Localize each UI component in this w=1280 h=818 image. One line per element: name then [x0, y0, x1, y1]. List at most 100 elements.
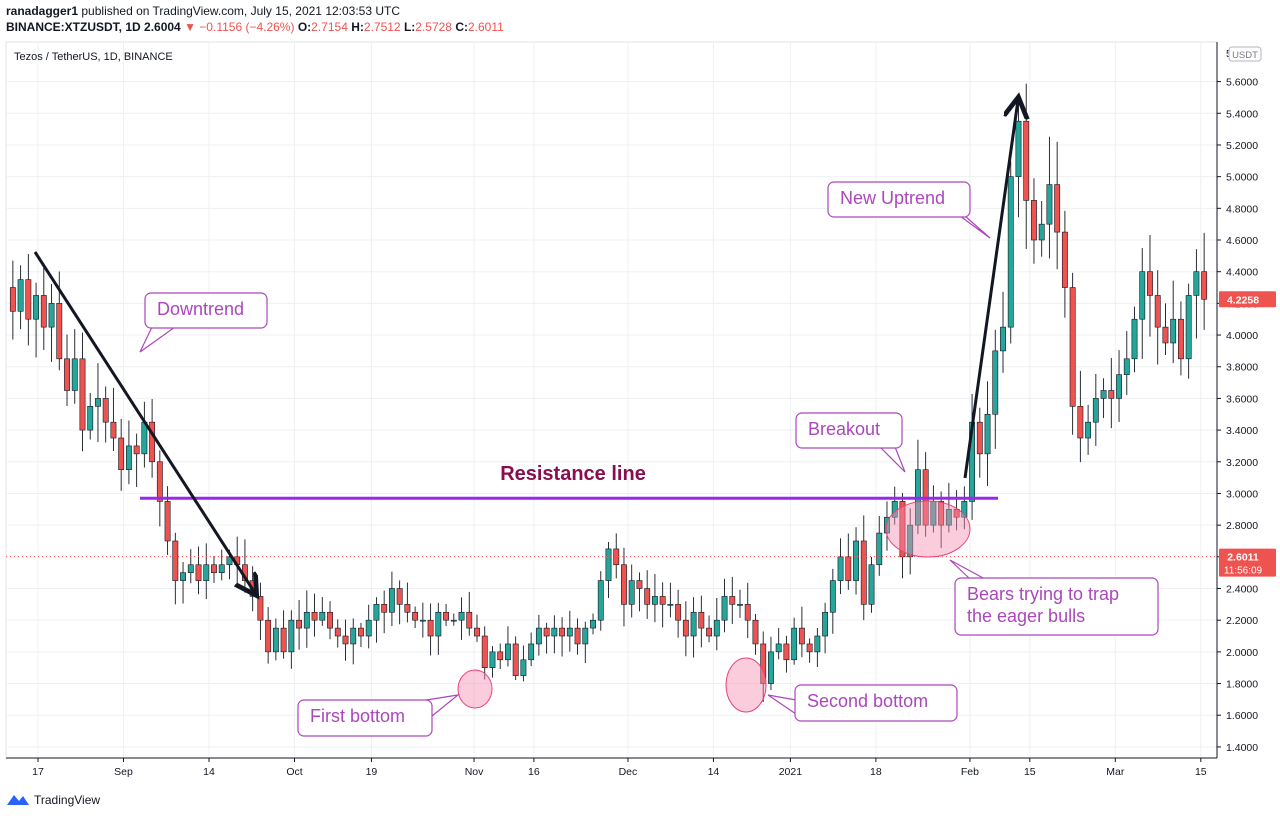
candle-up	[203, 543, 210, 600]
candle-up	[737, 589, 743, 618]
bears-callout-text: the eager bulls	[967, 606, 1085, 626]
x-tick-label: Mar	[1106, 766, 1125, 778]
candle-body	[1131, 318, 1138, 360]
price-label-box	[1219, 291, 1276, 308]
candle-body	[729, 596, 736, 605]
y-tick-label: 1.6000	[1226, 710, 1258, 722]
candle-body	[590, 619, 596, 629]
candle-down	[195, 546, 202, 595]
candle-body	[172, 540, 179, 581]
candle-body	[791, 627, 798, 661]
price-countdown: 11:56:09	[1224, 566, 1263, 577]
candle-up	[1139, 248, 1146, 359]
candle-body	[149, 421, 156, 463]
candle-up	[48, 283, 55, 362]
candle-body	[272, 627, 279, 653]
y-tick-label: 5.0000	[1226, 172, 1258, 184]
candle-body	[435, 611, 442, 637]
candle-body	[350, 627, 357, 645]
candle-body	[497, 651, 504, 661]
breakout-zone-highlight	[885, 500, 971, 558]
candle-up	[876, 515, 883, 576]
candle-body	[466, 611, 473, 629]
candle-body	[798, 627, 805, 645]
candle-body	[1123, 358, 1130, 375]
candle-body	[48, 303, 55, 328]
candle-body	[443, 611, 449, 621]
y-tick-label: 3.6000	[1226, 393, 1258, 405]
candle-body	[744, 604, 751, 621]
candle-down	[621, 547, 627, 627]
candle-down	[1201, 232, 1208, 330]
candle-up	[1100, 378, 1107, 419]
candle-body	[404, 604, 411, 613]
x-tick-label: 15	[1024, 766, 1036, 778]
first-bottom-callout-text: First bottom	[310, 706, 405, 726]
candle-down	[412, 606, 419, 629]
candle-body	[1069, 287, 1076, 407]
candle-down	[172, 532, 179, 605]
candle-body	[1085, 421, 1092, 439]
candle-up	[1007, 161, 1014, 344]
candle-body	[853, 540, 859, 581]
candle-down	[675, 589, 682, 638]
breakout-callout-box	[795, 412, 903, 449]
publisher-name[interactable]: ranadagger1	[6, 4, 79, 18]
candle-body	[574, 627, 581, 645]
candle-up	[551, 615, 558, 654]
candle-down	[474, 614, 480, 642]
candle-body	[520, 659, 527, 676]
candle-body	[1015, 120, 1022, 177]
candle-up	[945, 482, 952, 533]
candle-up	[984, 381, 991, 486]
candle-down	[636, 572, 643, 612]
candle-up	[1116, 350, 1122, 423]
candle-up	[520, 645, 527, 682]
candle-down	[466, 591, 473, 636]
candle-body	[381, 604, 388, 613]
candle-down	[280, 610, 287, 659]
new-uptrend-callout-box	[827, 181, 971, 218]
candle-down	[760, 631, 767, 702]
y-tick-label: 5.2000	[1226, 140, 1258, 152]
candle-body	[1177, 318, 1184, 360]
y-tick-label: 2.4000	[1226, 584, 1258, 596]
downtrend-callout-box	[144, 292, 268, 329]
candle-body	[961, 501, 968, 518]
brand-label[interactable]: TradingView	[34, 793, 101, 807]
candle-up	[1170, 280, 1177, 364]
candle-body	[358, 627, 364, 637]
candle-down	[1108, 357, 1115, 429]
candle-body	[64, 358, 70, 391]
price-label-box	[1219, 548, 1276, 577]
candle-up	[961, 486, 968, 530]
candle-up	[458, 597, 465, 640]
candle-up	[690, 597, 697, 658]
x-tick-label: 16	[528, 766, 540, 778]
candle-up	[566, 610, 573, 652]
candle-body	[1170, 318, 1177, 344]
candle-body	[17, 279, 24, 312]
candle-body	[481, 635, 488, 669]
candle-down	[1031, 178, 1037, 264]
candle-body	[311, 611, 318, 621]
candle-body	[1162, 326, 1169, 344]
candle-up	[582, 621, 589, 664]
x-tick-label: 19	[366, 766, 378, 778]
close-value: 2.6011	[467, 20, 504, 34]
candle-down	[497, 643, 504, 669]
candle-body	[71, 358, 78, 391]
candle-up	[180, 561, 186, 604]
candle-up	[992, 329, 999, 449]
candle-up	[1046, 136, 1053, 259]
candle-up	[884, 501, 890, 551]
candle-down	[9, 260, 16, 340]
candle-body	[87, 406, 94, 431]
candle-body	[528, 643, 535, 661]
published-text: published on TradingView.com, July 15, 2…	[81, 4, 401, 18]
candle-down	[481, 626, 488, 680]
candle-body	[690, 611, 697, 637]
candle-down	[257, 582, 264, 641]
x-tick-label: 15	[1195, 766, 1207, 778]
